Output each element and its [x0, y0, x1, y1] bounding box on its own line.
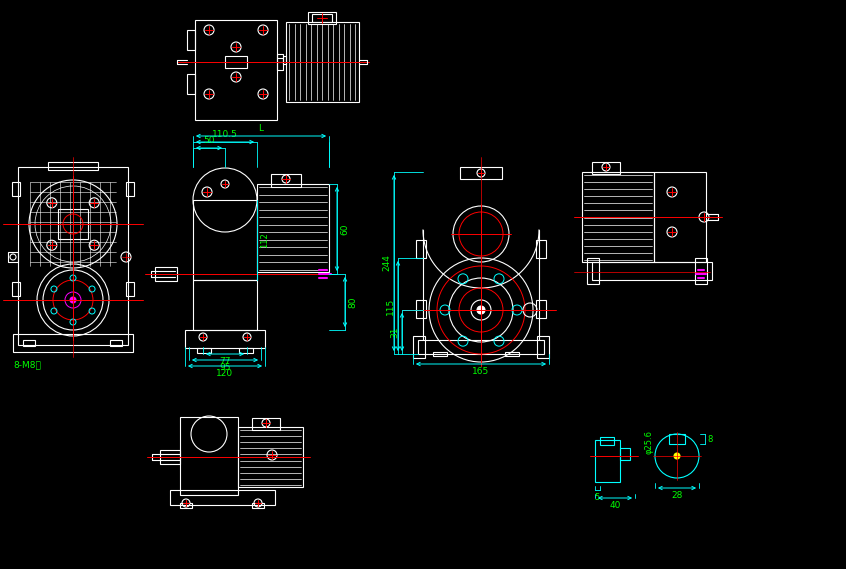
Bar: [160, 450, 180, 464]
Bar: [277, 54, 283, 70]
Bar: [654, 172, 706, 262]
Text: 115: 115: [386, 298, 395, 315]
Bar: [620, 448, 630, 460]
Bar: [13, 334, 133, 352]
Bar: [536, 300, 546, 318]
Text: 77: 77: [219, 357, 231, 366]
Text: 8-M8深: 8-M8深: [13, 360, 41, 369]
Bar: [460, 167, 502, 179]
Bar: [48, 162, 98, 170]
Text: 31: 31: [390, 326, 399, 338]
Bar: [587, 258, 599, 284]
Text: 110.5: 110.5: [212, 130, 238, 139]
Bar: [433, 352, 447, 356]
Bar: [155, 267, 177, 281]
Bar: [239, 348, 253, 353]
Bar: [505, 352, 519, 356]
Bar: [312, 14, 332, 22]
Bar: [193, 200, 257, 280]
Bar: [695, 258, 707, 284]
Bar: [110, 340, 122, 346]
Bar: [12, 282, 20, 296]
Text: φ25.6: φ25.6: [644, 430, 653, 454]
Bar: [537, 336, 549, 358]
Text: 120: 120: [217, 369, 233, 378]
Text: 165: 165: [472, 367, 490, 376]
Bar: [238, 427, 303, 487]
Bar: [225, 56, 247, 68]
Bar: [413, 336, 425, 358]
Text: 112: 112: [260, 232, 269, 248]
Bar: [126, 182, 134, 196]
Text: 8: 8: [707, 435, 712, 443]
Text: 95: 95: [219, 363, 231, 372]
Text: 28: 28: [672, 491, 683, 500]
Text: 80: 80: [348, 296, 357, 308]
Text: 50: 50: [203, 136, 215, 145]
Bar: [669, 434, 685, 444]
Bar: [195, 20, 277, 120]
Bar: [592, 262, 712, 280]
Bar: [8, 252, 18, 262]
Bar: [595, 440, 620, 482]
Bar: [187, 30, 195, 50]
Text: L: L: [259, 124, 263, 133]
Bar: [193, 280, 257, 330]
Bar: [197, 348, 211, 353]
Bar: [18, 167, 128, 345]
Text: 244: 244: [382, 254, 391, 271]
Bar: [582, 172, 654, 262]
Bar: [187, 74, 195, 94]
Circle shape: [674, 453, 680, 459]
Circle shape: [70, 297, 76, 303]
Bar: [180, 417, 238, 495]
Bar: [600, 437, 614, 445]
Circle shape: [477, 306, 485, 314]
Bar: [185, 330, 265, 348]
Bar: [126, 282, 134, 296]
Bar: [536, 240, 546, 258]
Bar: [23, 340, 35, 346]
Bar: [252, 418, 280, 430]
Bar: [283, 56, 286, 64]
Bar: [592, 162, 620, 174]
Text: 5: 5: [595, 493, 600, 502]
Bar: [180, 503, 192, 508]
Bar: [418, 340, 544, 354]
Bar: [12, 182, 20, 196]
Bar: [416, 240, 426, 258]
Bar: [271, 174, 301, 187]
Bar: [257, 184, 329, 272]
Bar: [308, 12, 336, 24]
Text: 60: 60: [340, 223, 349, 235]
Bar: [58, 209, 88, 239]
Bar: [416, 300, 426, 318]
Bar: [252, 503, 264, 508]
Bar: [170, 490, 275, 505]
Bar: [286, 22, 359, 102]
Text: 40: 40: [609, 501, 621, 510]
